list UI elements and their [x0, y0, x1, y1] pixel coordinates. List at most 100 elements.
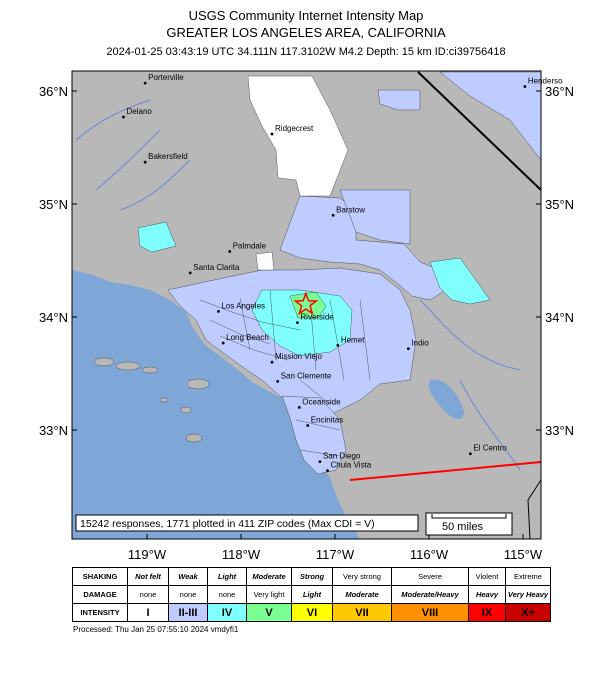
epicenter-marker: [293, 291, 319, 316]
map-region: GREATER LOS ANGELES AREA, CALIFORNIA: [166, 25, 446, 40]
latitude-label: 34°N: [545, 310, 574, 325]
salton-sea: [428, 379, 464, 420]
cdi-zone-barstow-east: [339, 189, 411, 245]
city-marker: [270, 360, 274, 364]
legend-cell: none: [168, 585, 208, 604]
legend-shaking-row: SHAKING Not felt Weak Light Moderate Str…: [72, 567, 551, 586]
latitude-label: 35°N: [545, 197, 574, 212]
legend-damage-row: DAMAGE none none none Very light Light M…: [72, 585, 551, 604]
latitude-label: 33°N: [39, 423, 68, 438]
cdi-zone-palmdale-none: [255, 251, 275, 271]
city-label: San Diego: [323, 452, 361, 461]
city-label: Oceanside: [302, 397, 341, 406]
city-label: Los Angeles: [221, 301, 265, 310]
nevada-border: [417, 71, 541, 191]
city-label: Encinitas: [311, 415, 343, 424]
latitude-label: 34°N: [39, 310, 68, 325]
intensity-swatch: VIII: [391, 603, 469, 622]
city-marker: [143, 160, 147, 164]
channel-islands: [93, 357, 210, 443]
city-marker: [406, 347, 410, 351]
processed-timestamp: Processed: Thu Jan 25 07:55:10 2024 vmdy…: [73, 625, 239, 634]
legend-cell: Heavy: [468, 585, 506, 604]
stats-box: [75, 514, 419, 532]
city-label: Ridgecrest: [275, 124, 314, 133]
zip-boundaries: [199, 289, 371, 457]
rivers: [75, 99, 521, 471]
city-marker: [221, 341, 225, 345]
legend-cell: Light: [291, 585, 333, 604]
legend-cell: none: [127, 585, 169, 604]
city-marker: [318, 460, 322, 464]
city-marker: [296, 321, 299, 325]
city-marker: [523, 85, 527, 88]
city-marker: [326, 469, 329, 473]
event-details: 2024-01-25 03:43:19 UTC 34.111N 117.3102…: [106, 46, 506, 58]
epicenter-star: [293, 291, 319, 316]
city-marker: [143, 81, 147, 85]
intensity-swatch: IV: [207, 603, 247, 622]
legend-cell: Moderate: [332, 585, 392, 604]
intensity-swatch: VII: [332, 603, 392, 622]
scale-text: 50 miles: [442, 521, 483, 533]
city-label: Palmdale: [233, 241, 267, 250]
city-label: Hemet: [341, 335, 365, 344]
scale-bar: [431, 514, 507, 519]
cdi-zone-ridgecrest-none: [247, 75, 349, 197]
city-marker: [297, 406, 301, 409]
legend-intensity-row: INTENSITY I II-III IV V VI VII VIII IX X…: [72, 603, 551, 622]
city-label: Porterville: [148, 73, 184, 82]
latitude-label: 36°N: [39, 84, 68, 99]
cdi-zone-epicentral: [289, 291, 327, 319]
city-marker: [468, 452, 472, 456]
legend-cell: Strong: [291, 567, 333, 586]
cdi-zone-bakersfield-east: [137, 221, 177, 253]
latitude-label: 35°N: [39, 197, 68, 212]
legend-cell: Not felt: [127, 567, 169, 586]
city-marker: [331, 213, 335, 217]
city-label: Long Beach: [226, 333, 269, 342]
legend-cell: Very Heavy: [505, 585, 551, 604]
city-label: Bakersfield: [148, 152, 188, 161]
legend-cell: none: [207, 585, 247, 604]
legend-cell: Extreme: [505, 567, 551, 586]
city-marker: [228, 250, 232, 253]
legend-row-head: INTENSITY: [72, 603, 128, 622]
longitude-label: 119°W: [128, 547, 167, 560]
city-label: Henderso: [528, 76, 563, 85]
map-body: [72, 71, 541, 539]
map-frame: [71, 70, 542, 540]
cities: Porterville Delano Henderso Ridgecrest Baker…: [122, 73, 563, 473]
city-marker: [276, 380, 280, 383]
city-marker: [306, 424, 310, 427]
cdi-zone-inland-empire: [251, 289, 353, 357]
city-label: Indio: [411, 339, 429, 348]
city-marker: [270, 132, 274, 136]
intensity-map: 36°N 36°N 35°N 35°N 34°N 34°N 33°N 33°N 119°W 118…: [39, 70, 574, 560]
intensity-swatch: VI: [291, 603, 333, 622]
city-label: Barstow: [336, 205, 365, 214]
cdi-zone-morongo: [429, 257, 491, 305]
arizona-border: [527, 479, 541, 539]
stats-text: 15242 responses, 1771 plotted in 411 ZIP…: [80, 518, 375, 530]
legend-cell: Moderate: [246, 567, 292, 586]
longitude-label: 118°W: [222, 547, 261, 560]
legend-cell: Severe: [391, 567, 469, 586]
intensity-swatch: IX: [468, 603, 506, 622]
legend-cell: Moderate/Heavy: [391, 585, 469, 604]
longitude-label: 116°W: [410, 547, 449, 560]
cdi-zone-nevada: [439, 71, 541, 161]
latitude-label: 33°N: [545, 423, 574, 438]
longitude-label: 117°W: [316, 547, 355, 560]
legend-row-head: DAMAGE: [72, 585, 128, 604]
city-marker: [122, 115, 125, 119]
city-label: Delano: [127, 107, 153, 116]
intensity-swatch: I: [127, 603, 169, 622]
intensity-swatch: X+: [505, 603, 551, 622]
mexico-border: [349, 461, 541, 481]
latitude-label: 36°N: [545, 84, 574, 99]
city-label: Santa Clarita: [193, 263, 240, 272]
city-marker: [188, 271, 192, 275]
city-label: Mission Viejo: [275, 352, 323, 361]
cdi-zone-north: [377, 89, 421, 111]
